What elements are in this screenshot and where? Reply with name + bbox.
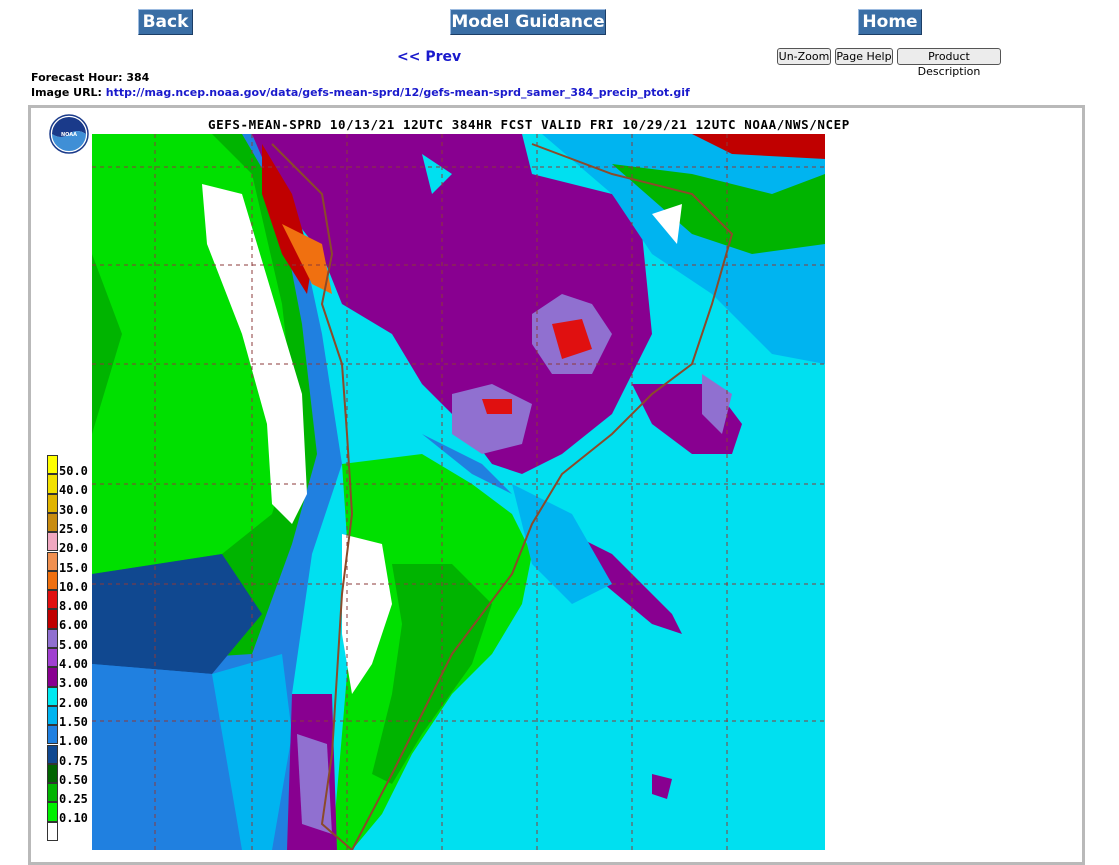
legend-entry: 3.00 — [47, 667, 107, 691]
legend-label: 8.00 — [59, 599, 88, 614]
legend-swatch — [47, 551, 58, 571]
legend-swatch — [47, 570, 58, 591]
legend-swatch — [47, 744, 58, 764]
legend-swatch — [47, 590, 58, 610]
noaa-logo-icon: NOAA — [49, 114, 89, 154]
home-button[interactable]: Home — [858, 9, 922, 35]
legend-swatch — [47, 455, 58, 475]
legend-label: 1.50 — [59, 714, 88, 729]
legend-label: 20.0 — [59, 541, 88, 556]
legend-label: 50.0 — [59, 464, 88, 478]
legend-label: 0.10 — [59, 811, 88, 826]
legend-label: 10.0 — [59, 579, 88, 594]
legend-entry — [47, 821, 107, 841]
legend-swatch — [47, 802, 58, 822]
legend-swatch — [47, 474, 58, 494]
legend-swatch — [47, 763, 58, 784]
legend-swatch — [47, 725, 58, 745]
legend-label: 0.75 — [59, 753, 88, 768]
legend-swatch — [47, 532, 58, 552]
legend-entry: 30.0 — [47, 493, 107, 517]
image-url-line: Image URL: http://mag.ncep.noaa.gov/data… — [31, 85, 690, 100]
legend-swatch — [47, 493, 58, 513]
image-url-label: Image URL: — [31, 86, 102, 99]
legend-label: 0.50 — [59, 772, 88, 787]
precipitation-spread-map[interactable] — [92, 134, 825, 850]
legend-entry: 5.00 — [47, 628, 107, 652]
legend-label: 25.0 — [59, 521, 88, 536]
legend-label: 4.00 — [59, 657, 88, 671]
legend-entry: 1.50 — [47, 705, 107, 729]
model-guidance-button[interactable]: Model Guidance — [450, 9, 606, 35]
forecast-hour-value: 384 — [126, 71, 150, 84]
legend-entry: 2.00 — [47, 686, 107, 710]
image-url-link[interactable]: http://mag.ncep.noaa.gov/data/gefs-mean-… — [105, 86, 690, 99]
legend-entry: 0.10 — [47, 802, 107, 826]
prev-link[interactable]: << Prev — [397, 49, 462, 65]
legend-label: 5.00 — [59, 637, 88, 652]
legend-label: 6.00 — [59, 618, 88, 633]
legend-entry: 20.0 — [47, 532, 107, 556]
legend-entry: 1.00 — [47, 725, 107, 749]
legend-label: 30.0 — [59, 502, 88, 517]
forecast-hour-line: Forecast Hour: 384 — [31, 70, 690, 85]
product-info: Forecast Hour: 384 Image URL: http://mag… — [31, 70, 690, 100]
legend-entry: 4.00 — [47, 648, 107, 671]
legend-swatch — [47, 686, 58, 706]
legend-swatch — [47, 512, 58, 533]
legend-entry: 10.0 — [47, 570, 107, 594]
legend-label: 0.25 — [59, 792, 88, 807]
unzoom-button[interactable]: Un-Zoom — [777, 48, 831, 65]
legend-swatch — [47, 648, 58, 668]
legend-entry: 6.00 — [47, 609, 107, 633]
legend-entry: 40.0 — [47, 474, 107, 498]
noaa-logo-text: NOAA — [61, 132, 77, 138]
legend-swatch — [47, 783, 58, 803]
legend-swatch — [47, 667, 58, 687]
product-description-button[interactable]: Product Description — [897, 48, 1001, 78]
legend-swatch — [47, 628, 58, 648]
forecast-hour-label: Forecast Hour: — [31, 71, 123, 84]
legend-label: 3.00 — [59, 676, 88, 691]
legend-entry: 8.00 — [47, 590, 107, 614]
page-help-button[interactable]: Page Help — [835, 48, 893, 65]
legend-entry: 15.0 — [47, 551, 107, 575]
legend-swatch — [47, 821, 58, 841]
legend-entry: 25.0 — [47, 512, 107, 536]
legend-entry: 0.25 — [47, 783, 107, 807]
legend-entry: 50.0 — [47, 455, 107, 478]
legend-swatch — [47, 609, 58, 629]
legend-entry: 0.50 — [47, 763, 107, 787]
legend-label: 15.0 — [59, 560, 88, 575]
legend-swatch — [47, 705, 58, 726]
legend-label: 40.0 — [59, 483, 88, 498]
back-button[interactable]: Back — [138, 9, 193, 35]
legend-entry: 0.75 — [47, 744, 107, 768]
map-title: GEFS-MEAN-SPRD 10/13/21 12UTC 384HR FCST… — [208, 117, 850, 132]
legend-label: 1.00 — [59, 734, 88, 749]
legend-label: 2.00 — [59, 695, 88, 710]
